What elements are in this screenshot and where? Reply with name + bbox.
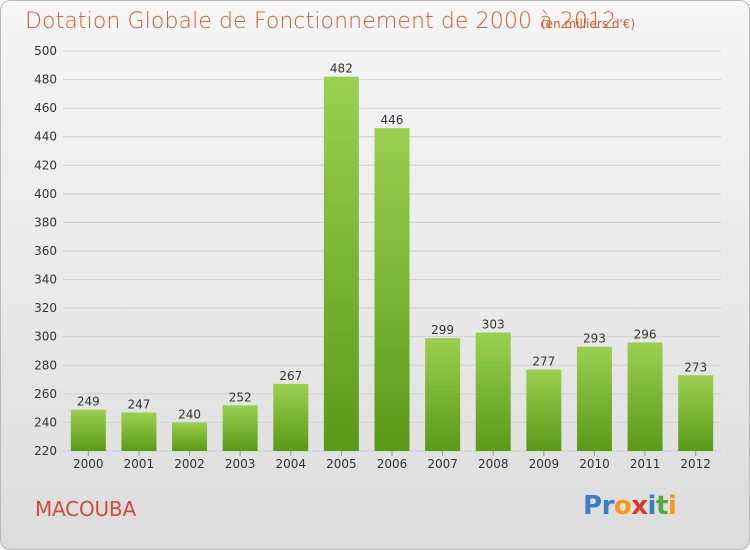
- bar-2010: [576, 346, 612, 451]
- x-tick-label: 2000: [73, 457, 104, 471]
- y-tick-label: 420: [34, 158, 57, 172]
- y-tick-label: 400: [34, 187, 57, 201]
- location-name: MACOUBA: [35, 497, 136, 521]
- y-tick-label: 360: [34, 244, 57, 258]
- chart-unit-label: (en milliers d'€): [541, 17, 636, 31]
- data-label: 273: [684, 360, 707, 374]
- y-tick-label: 380: [34, 215, 57, 229]
- x-tick-label: 2003: [225, 457, 256, 471]
- y-axis-ticks: 220 240 260 280 300 320 340 360 380 400 420 440 460 4…: [34, 44, 57, 458]
- logo-letter: P: [583, 491, 602, 521]
- data-label: 240: [178, 407, 201, 421]
- bar-2007: [425, 338, 461, 451]
- logo-letter: r: [601, 491, 615, 521]
- x-tick-label: 2008: [478, 457, 509, 471]
- bar-2000: [70, 409, 106, 451]
- logo-letter: i: [647, 491, 657, 521]
- bar-2012: [678, 375, 714, 451]
- x-axis-ticks: 2000 2001 2002 2003 2004 2005 2006 2007 2008 2009…: [73, 451, 711, 471]
- data-label: 303: [482, 317, 505, 331]
- data-label: 446: [381, 113, 404, 127]
- y-tick-label: 460: [34, 101, 57, 115]
- x-tick-label: 2005: [326, 457, 357, 471]
- y-tick-label: 340: [34, 273, 57, 287]
- y-tick-label: 320: [34, 301, 57, 315]
- bars: [70, 76, 714, 451]
- data-label: 482: [330, 62, 353, 76]
- data-label: 252: [229, 390, 252, 404]
- logo-letter: t: [655, 491, 668, 521]
- bar-2004: [273, 383, 309, 451]
- y-tick-label: 220: [34, 444, 57, 458]
- y-tick-label: 500: [34, 44, 57, 58]
- data-label: 267: [279, 369, 302, 383]
- logo-letter: x: [631, 491, 648, 521]
- y-tick-label: 260: [34, 387, 57, 401]
- x-tick-label: 2006: [377, 457, 408, 471]
- x-tick-label: 2012: [680, 457, 711, 471]
- bar-2008: [475, 332, 511, 451]
- x-tick-label: 2007: [427, 457, 458, 471]
- data-label: 277: [532, 355, 555, 369]
- bar-2002: [172, 422, 208, 451]
- data-label: 296: [634, 327, 657, 341]
- data-label: 249: [77, 395, 100, 409]
- y-tick-label: 440: [34, 130, 57, 144]
- logo-letter: i: [667, 491, 677, 521]
- x-tick-label: 2009: [529, 457, 560, 471]
- logo-letter: o: [613, 491, 632, 521]
- x-tick-label: 2002: [174, 457, 205, 471]
- y-tick-label: 280: [34, 358, 57, 372]
- x-tick-label: 2010: [579, 457, 610, 471]
- data-label: 293: [583, 332, 606, 346]
- proxiti-logo: Proxiti: [583, 491, 677, 521]
- chart-title: Dotation Globale de Fonctionnement de 20…: [25, 9, 617, 34]
- data-label: 299: [431, 323, 454, 337]
- y-tick-label: 480: [34, 73, 57, 87]
- data-label: 247: [127, 397, 150, 411]
- y-tick-label: 300: [34, 330, 57, 344]
- x-tick-label: 2001: [124, 457, 155, 471]
- bar-2005: [323, 76, 359, 451]
- bar-2001: [121, 412, 157, 451]
- bar-2006: [374, 128, 410, 451]
- bar-2011: [627, 342, 663, 451]
- y-tick-label: 240: [34, 415, 57, 429]
- bar-2003: [222, 405, 258, 451]
- x-tick-label: 2004: [275, 457, 306, 471]
- bar-2009: [526, 369, 562, 451]
- x-tick-label: 2011: [630, 457, 661, 471]
- data-labels: 249 247 240 252 267 482 446 299 303 277 293 296 273: [77, 62, 707, 422]
